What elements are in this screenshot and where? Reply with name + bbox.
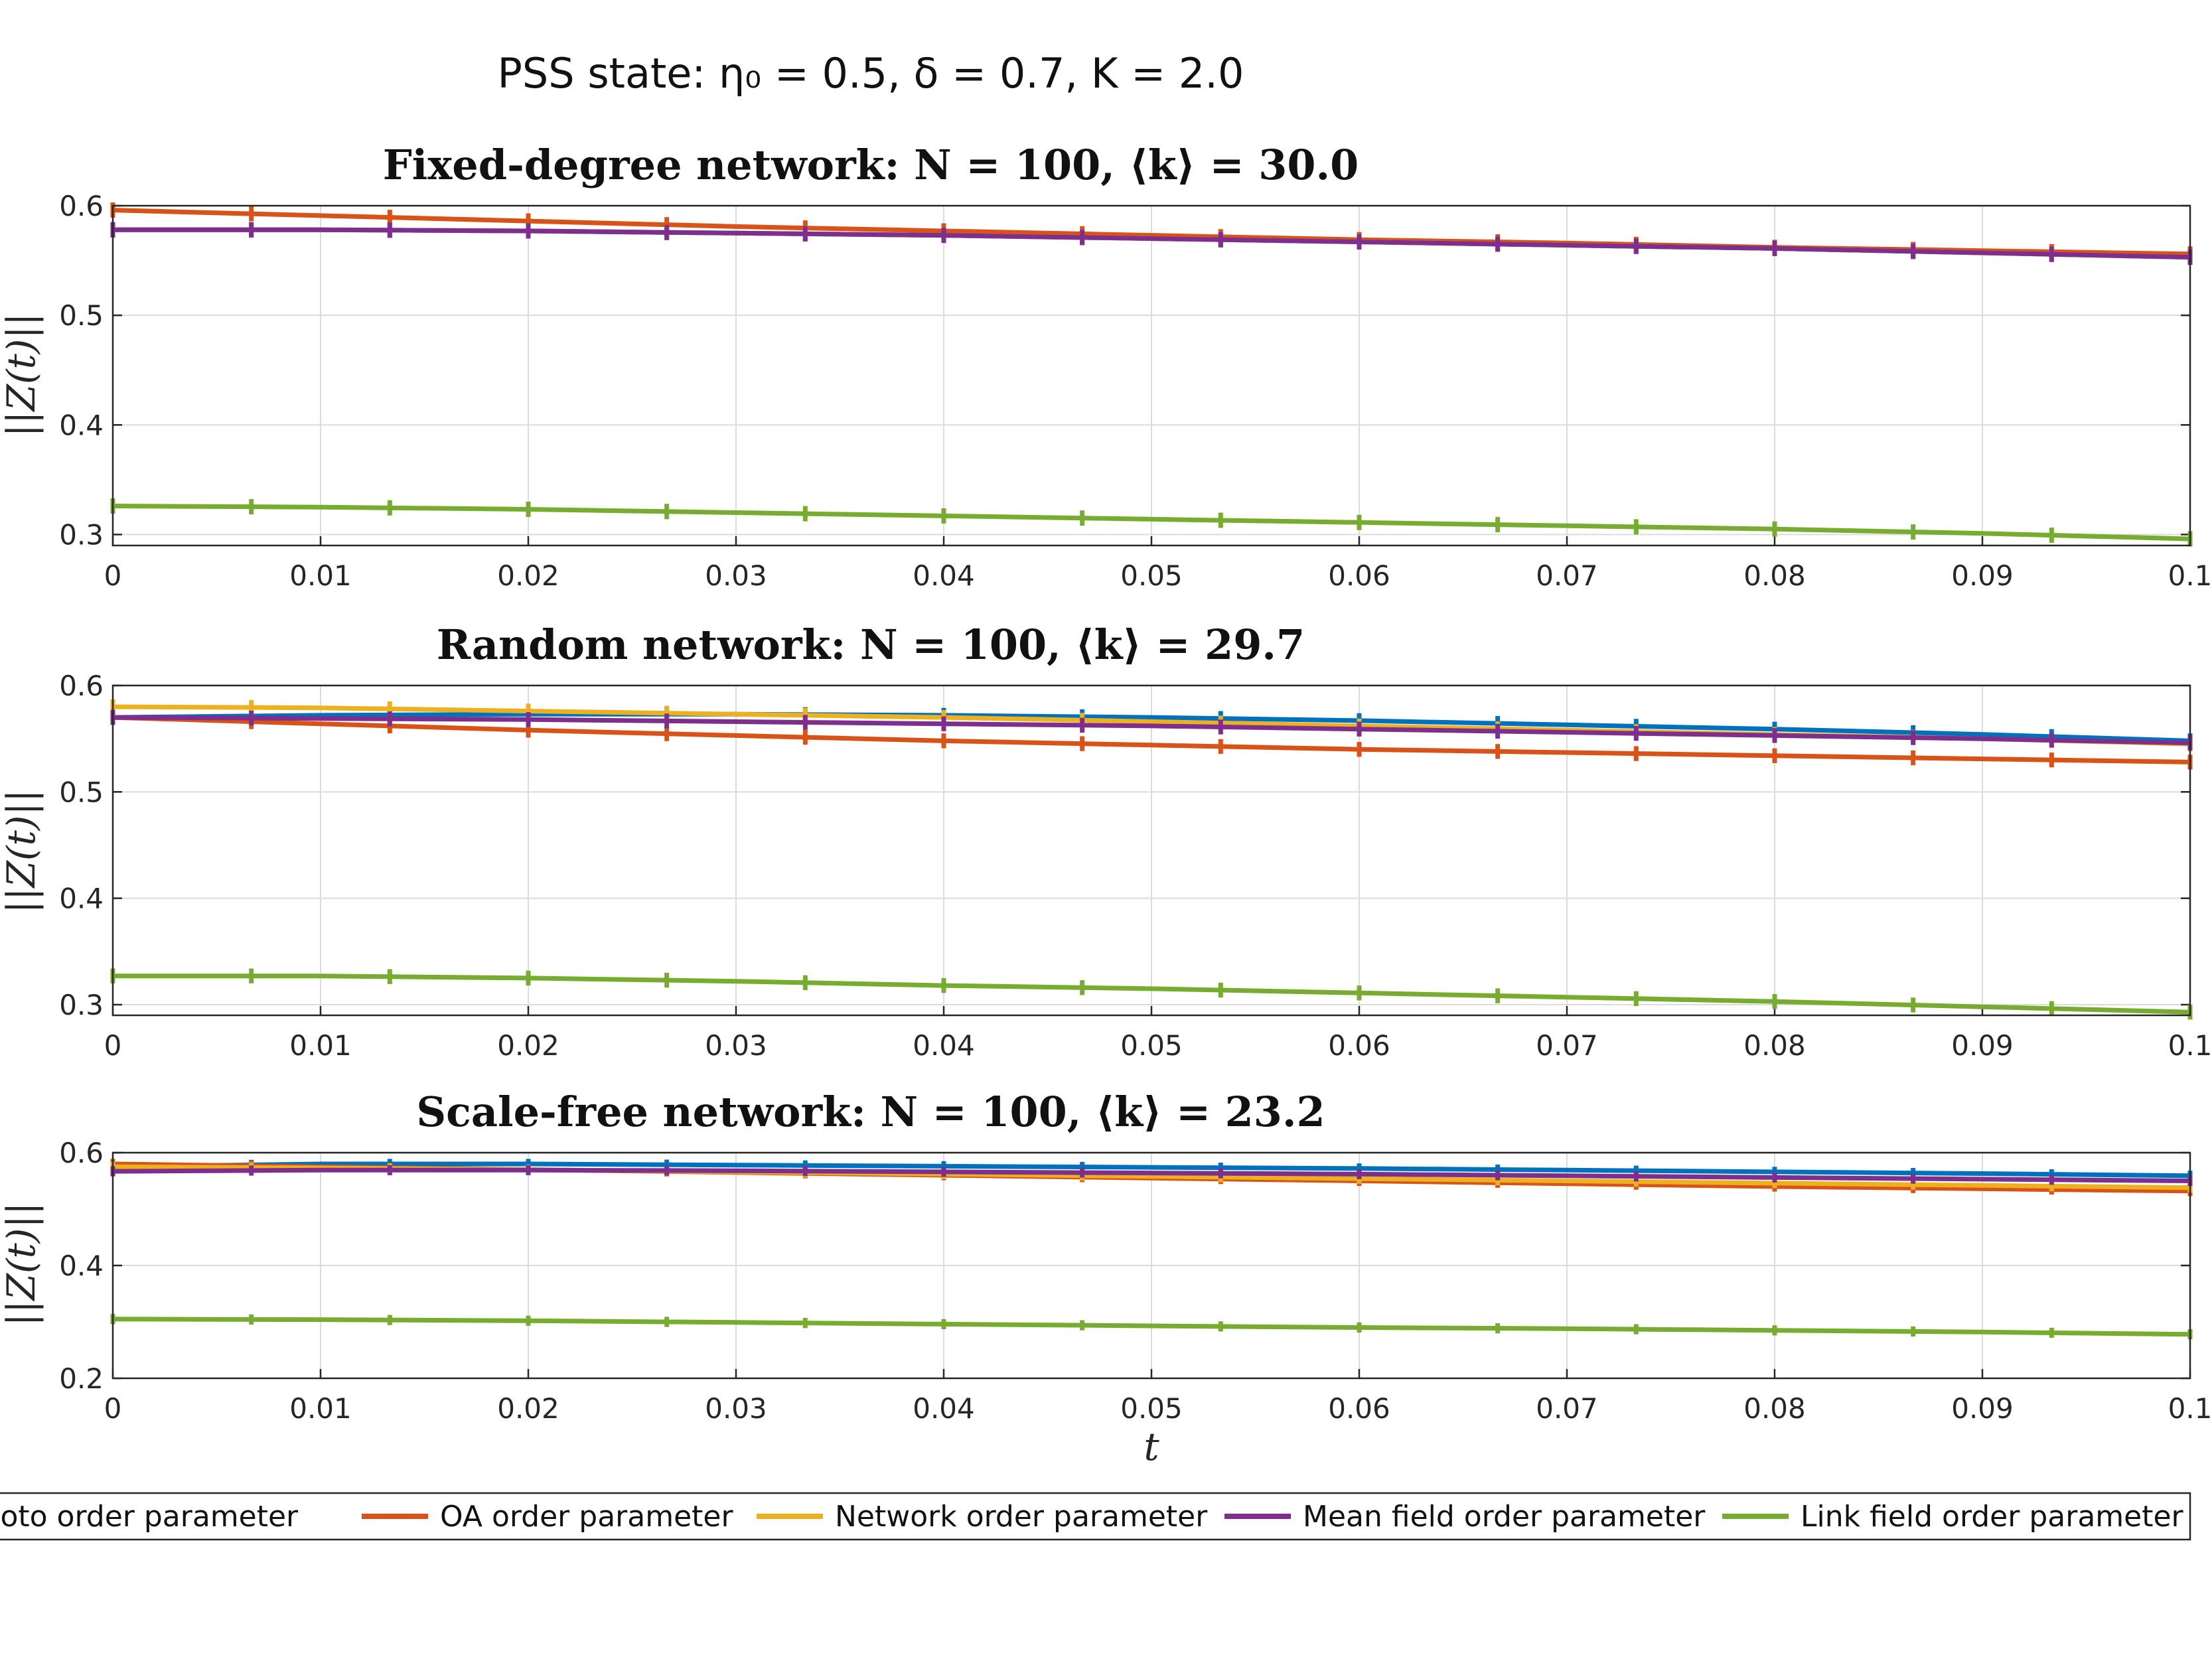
y-tick-label: 0.2 — [59, 1362, 104, 1395]
x-tick-label: 0.08 — [1743, 1029, 1806, 1062]
x-tick-label: 0.06 — [1328, 1029, 1390, 1062]
axes-frame — [111, 1151, 2191, 1380]
x-tick-label: 0.09 — [1951, 1029, 2014, 1062]
plot-area-scale-free: 0 0.01 0.02 0.03 0.04 0.05 0.06 0.07 0.08 0.09 0.1… — [59, 1137, 2212, 1425]
subplot-title-random: Random network: N = 100, ⟨k⟩ = 29.7 — [437, 620, 1305, 669]
y-tick-label: 0.6 — [59, 670, 104, 702]
x-tick-label: 0.08 — [1743, 1392, 1806, 1425]
legend-label-link_field: Link field order parameter — [1801, 1500, 2184, 1534]
series-line-mean_field — [113, 227, 2191, 260]
x-tick-label: 0 — [104, 1029, 122, 1062]
subplot-fixed-degree: Fixed-degree network: N = 100, ⟨k⟩ = 30.… — [0, 141, 2212, 592]
series-line-link_field — [113, 974, 2191, 1015]
x-tick-label: 0 — [104, 1392, 122, 1425]
x-tick-label: 0.07 — [1536, 1392, 1598, 1425]
x-tick-label: 0.1 — [2168, 559, 2212, 592]
x-tick-label: 0 — [104, 559, 122, 592]
x-tick-label: 0.01 — [289, 1392, 352, 1425]
plot-area-fixed-degree: 0 0.01 0.02 0.03 0.04 0.05 0.06 0.07 0.08 0.09 0.1… — [59, 190, 2212, 592]
series-line-mean_field — [112, 1167, 2191, 1183]
series-line-oa — [112, 715, 2191, 764]
subplot-title-scale-free: Scale-free network: N = 100, ⟨k⟩ = 23.2 — [416, 1088, 1325, 1136]
y-tick-label: 0.3 — [59, 989, 104, 1021]
xlabel-t: t — [1143, 1424, 1159, 1469]
y-tick-label: 0.4 — [59, 409, 104, 441]
y-tick-label: 0.6 — [59, 190, 104, 222]
x-tick-label: 0.05 — [1120, 1392, 1183, 1425]
legend-label-mean_field: Mean field order parameter — [1303, 1500, 1706, 1534]
x-tick-label: 0.08 — [1743, 559, 1806, 592]
x-tick-label: 0.06 — [1328, 1392, 1390, 1425]
y-tick-label: 0.5 — [59, 299, 104, 332]
subplot-scale-free: Scale-free network: N = 100, ⟨k⟩ = 23.2 … — [0, 1088, 2212, 1469]
legend: Kuramoto order parameter OA order paramet… — [0, 1492, 2191, 1541]
series-line-mean_field — [112, 715, 2191, 746]
axes-frame — [111, 204, 2191, 547]
x-tick-label: 0.03 — [705, 1029, 767, 1062]
series-line-link_field — [112, 504, 2191, 541]
y-tick-label: 0.4 — [59, 1250, 104, 1282]
legend-label-kuramoto: Kuramoto order parameter — [0, 1500, 299, 1534]
x-tick-label: 0.07 — [1536, 1029, 1598, 1062]
x-tick-label: 0.02 — [497, 559, 559, 592]
y-tick-label: 0.3 — [59, 518, 104, 551]
legend-label-network: Network order parameter — [835, 1500, 1208, 1534]
series-line-kuramoto — [112, 711, 2191, 743]
x-tick-label: 0.02 — [497, 1029, 559, 1062]
ylabel-random: ||Z(t)|| — [0, 789, 44, 913]
x-tick-label: 0.09 — [1951, 1392, 2014, 1425]
x-tick-label: 0.02 — [497, 1392, 559, 1425]
ylabel-scale-free: ||Z(t)|| — [0, 1202, 44, 1326]
x-tick-label: 0.1 — [2168, 1392, 2212, 1425]
x-tick-label: 0.04 — [913, 559, 975, 592]
series-line-link_field — [112, 1317, 2191, 1337]
subplot-title-fixed-degree: Fixed-degree network: N = 100, ⟨k⟩ = 30.… — [383, 141, 1359, 189]
y-tick-label: 0.6 — [59, 1137, 104, 1169]
legend-items: Kuramoto order parameter OA order paramet… — [0, 1500, 2184, 1534]
x-tick-label: 0.06 — [1328, 559, 1390, 592]
x-tick-label: 0.04 — [913, 1392, 975, 1425]
plot-area-random: 0 0.01 0.02 0.03 0.04 0.05 0.06 0.07 0.08 0.09 0.1… — [59, 670, 2212, 1062]
y-tick-label: 0.5 — [59, 776, 104, 808]
x-tick-label: 0.05 — [1120, 1029, 1183, 1062]
x-tick-label: 0.07 — [1536, 559, 1598, 592]
ylabel-fixed-degree: ||Z(t)|| — [0, 313, 44, 437]
x-tick-label: 0.01 — [289, 1029, 352, 1062]
series-line-kuramoto — [112, 1161, 2191, 1179]
x-tick-label: 0.03 — [705, 559, 767, 592]
figure-suptitle: PSS state: η₀ = 0.5, δ = 0.7, K = 2.0 — [498, 49, 1244, 98]
subplot-random: Random network: N = 100, ⟨k⟩ = 29.7 0 0.0… — [0, 620, 2212, 1062]
x-tick-label: 0.01 — [289, 559, 352, 592]
x-tick-label: 0.04 — [913, 1029, 975, 1062]
axes-frame — [111, 684, 2191, 1017]
x-tick-label: 0.09 — [1951, 559, 2014, 592]
x-tick-label: 0.05 — [1120, 559, 1183, 592]
x-tick-label: 0.1 — [2168, 1029, 2212, 1062]
legend-label-oa: OA order parameter — [440, 1500, 733, 1534]
x-tick-label: 0.03 — [705, 1392, 767, 1425]
y-tick-label: 0.4 — [59, 883, 104, 915]
